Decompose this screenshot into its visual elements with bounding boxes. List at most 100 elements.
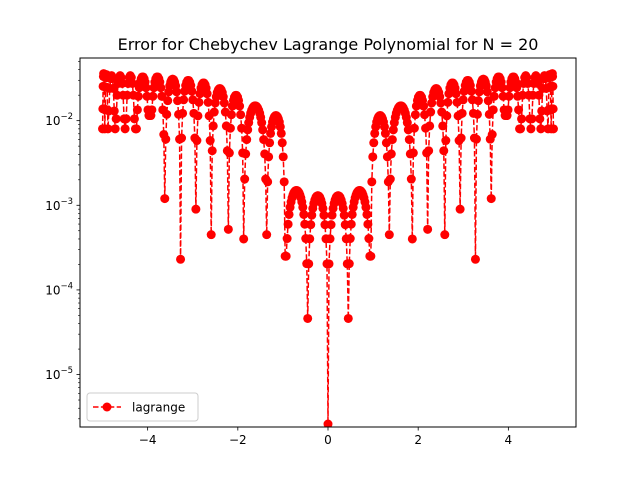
data-point [367, 177, 377, 187]
data-point [127, 78, 137, 88]
y-tick-label: 10−4 [45, 281, 73, 297]
data-point [439, 146, 449, 156]
data-point [486, 194, 496, 204]
data-point [318, 203, 328, 213]
data-point [224, 148, 234, 158]
data-point [466, 86, 476, 96]
data-point [457, 108, 467, 118]
data-point [503, 105, 513, 115]
data-point [120, 124, 130, 134]
data-point [240, 174, 250, 184]
data-point [192, 136, 202, 146]
data-point [512, 83, 522, 93]
data-point [441, 136, 451, 146]
data-point [346, 219, 356, 229]
data-point [278, 152, 288, 162]
y-tick-label: 10−5 [45, 366, 73, 382]
data-point [226, 110, 236, 120]
data-point [456, 133, 466, 143]
data-point [219, 98, 229, 108]
data-point [327, 210, 337, 220]
data-point [343, 313, 353, 323]
data-point [205, 136, 215, 146]
data-point [325, 234, 335, 244]
data-point [436, 98, 446, 108]
data-point [264, 152, 274, 162]
data-point [443, 97, 453, 107]
data-point [242, 135, 252, 145]
series-lagrange-markers [98, 69, 558, 427]
data-point [369, 138, 379, 148]
data-point [402, 118, 412, 128]
data-point [141, 83, 151, 93]
data-point [380, 128, 390, 138]
data-point [361, 202, 371, 212]
data-point [257, 118, 267, 128]
data-point [284, 209, 294, 219]
data-point [347, 209, 357, 219]
data-point [384, 230, 394, 240]
data-point [386, 149, 396, 159]
data-point [368, 152, 378, 162]
data-point [109, 106, 119, 116]
data-point [307, 210, 317, 220]
data-point [516, 124, 526, 134]
data-point [440, 230, 450, 240]
legend: lagrange [86, 392, 199, 422]
data-point [548, 104, 558, 114]
data-point [442, 111, 452, 121]
data-point [133, 91, 143, 101]
data-point [409, 123, 419, 133]
data-point [148, 91, 158, 101]
data-point [223, 224, 233, 234]
data-point [497, 83, 507, 93]
y-tick-label: 10−3 [45, 197, 73, 213]
data-point [111, 114, 121, 124]
data-point [472, 109, 482, 119]
data-point [426, 107, 436, 117]
legend-box [86, 392, 199, 422]
data-point [156, 83, 166, 93]
data-point [379, 122, 389, 132]
data-point [176, 254, 186, 264]
data-point [470, 254, 480, 264]
data-point [306, 220, 316, 230]
data-point [177, 133, 187, 143]
data-point [548, 124, 558, 134]
data-point [121, 114, 131, 124]
data-point [534, 90, 544, 100]
data-point [338, 203, 348, 213]
x-tick-label: −4 [139, 433, 157, 447]
data-point [209, 107, 219, 117]
data-point [194, 97, 204, 107]
data-point [187, 86, 197, 96]
data-point [324, 259, 334, 269]
data-point [276, 128, 286, 138]
x-tick-label: −2 [229, 433, 247, 447]
data-point [514, 105, 524, 115]
data-point [162, 109, 172, 119]
data-point [517, 114, 527, 124]
data-point [206, 230, 216, 240]
data-point [207, 146, 217, 156]
data-point [282, 234, 292, 244]
data-point [370, 128, 380, 138]
data-point [406, 174, 416, 184]
data-point [326, 220, 336, 230]
data-point [488, 105, 498, 115]
data-point [363, 219, 373, 229]
data-point [161, 134, 171, 144]
data-point [423, 224, 433, 234]
data-point [304, 259, 314, 269]
data-point [489, 91, 499, 101]
data-point [345, 234, 355, 244]
data-point [408, 148, 418, 158]
data-point [279, 177, 289, 187]
data-point [160, 194, 170, 204]
data-point [103, 124, 113, 134]
data-point [482, 87, 492, 97]
data-point [132, 105, 142, 115]
data-point [487, 130, 497, 139]
data-point [548, 71, 558, 81]
data-point [263, 177, 273, 187]
